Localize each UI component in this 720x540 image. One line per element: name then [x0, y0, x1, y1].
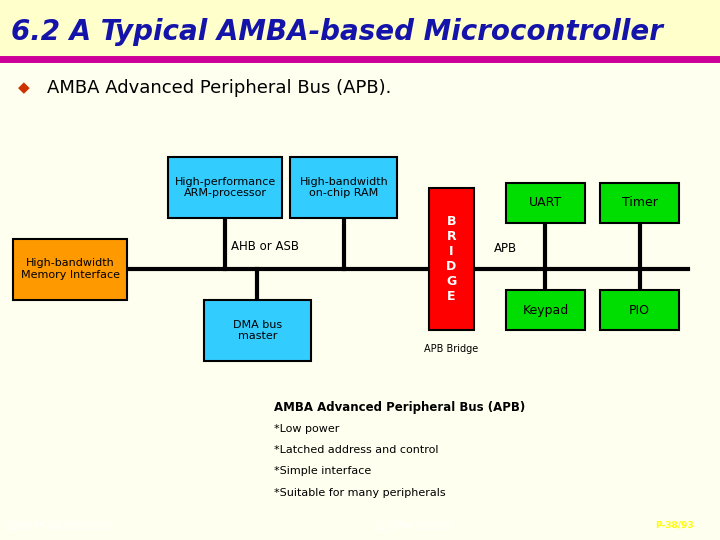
Text: AMBA Advanced Peripheral Bus (APB): AMBA Advanced Peripheral Bus (APB): [274, 401, 525, 414]
FancyBboxPatch shape: [13, 239, 127, 300]
FancyBboxPatch shape: [600, 183, 679, 223]
Text: 第六章：FPGA介面硬體介面設計: 第六章：FPGA介面硬體介面設計: [374, 521, 450, 530]
Text: PIO: PIO: [629, 303, 650, 316]
Text: DMA bus
master: DMA bus master: [233, 320, 282, 341]
FancyBboxPatch shape: [290, 157, 397, 218]
Text: High-performance
ARM-processor: High-performance ARM-processor: [174, 177, 276, 198]
Text: 6.2 A Typical AMBA-based Microcontroller: 6.2 A Typical AMBA-based Microcontroller: [11, 18, 662, 46]
Text: *Low power: *Low power: [274, 423, 339, 434]
Text: Keypad: Keypad: [522, 303, 569, 316]
Text: B
R
I
D
G
E: B R I D G E: [446, 215, 456, 303]
Text: *Suitable for many peripherals: *Suitable for many peripherals: [274, 488, 445, 498]
Text: AHB or ASB: AHB or ASB: [230, 240, 299, 253]
Text: APB: APB: [494, 242, 517, 255]
Text: UART: UART: [528, 197, 562, 210]
FancyBboxPatch shape: [168, 157, 282, 218]
Text: P-38/93: P-38/93: [655, 521, 694, 530]
Text: 教育部顧問室PAL聆盟/系統型層次硬體整合設計: 教育部顧問室PAL聆盟/系統型層次硬體整合設計: [7, 521, 112, 530]
FancyBboxPatch shape: [506, 290, 585, 330]
FancyBboxPatch shape: [506, 183, 585, 223]
Bar: [0, 0, 720, 59]
Text: AMBA Advanced Peripheral Bus (APB).: AMBA Advanced Peripheral Bus (APB).: [47, 79, 391, 97]
Text: High-bandwidth
on-chip RAM: High-bandwidth on-chip RAM: [300, 177, 388, 198]
FancyBboxPatch shape: [429, 188, 474, 330]
Text: *Latched address and control: *Latched address and control: [274, 445, 438, 455]
Text: High-bandwidth
Memory Interface: High-bandwidth Memory Interface: [21, 258, 120, 280]
Text: *Simple interface: *Simple interface: [274, 467, 371, 476]
FancyBboxPatch shape: [204, 300, 311, 361]
FancyBboxPatch shape: [600, 290, 679, 330]
Text: APB Bridge: APB Bridge: [424, 345, 479, 354]
Text: ◆: ◆: [18, 80, 30, 95]
Text: Timer: Timer: [622, 197, 657, 210]
